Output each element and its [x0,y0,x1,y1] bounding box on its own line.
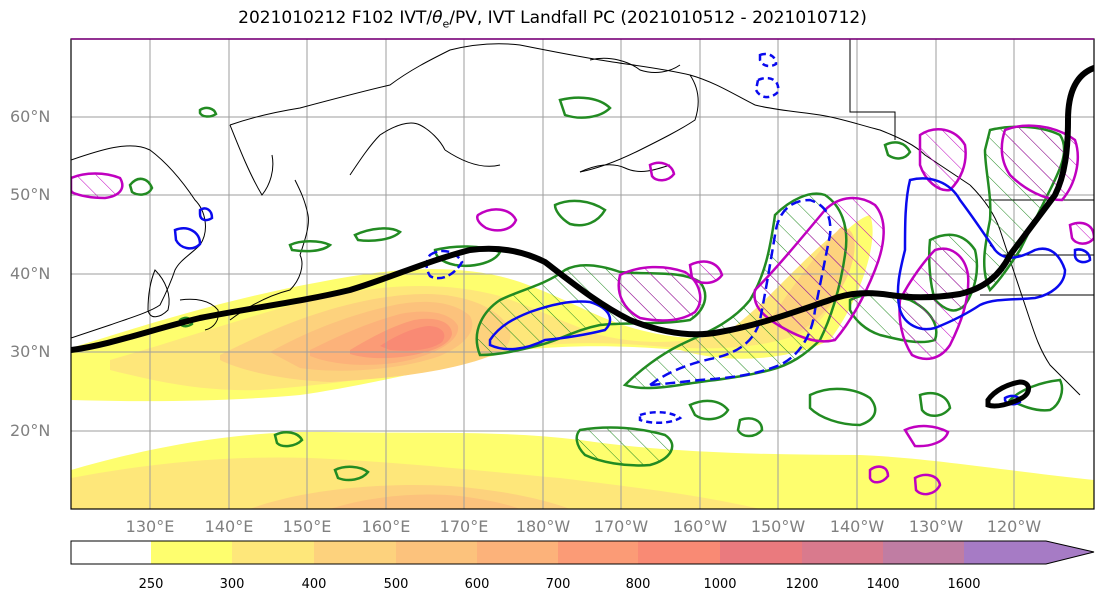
colorbar-tick-1000: 1000 [703,577,737,592]
lon-label-130w: 130°W [908,517,964,536]
colorbar-segment-4 [396,541,477,564]
colorbar-segment-2 [232,541,314,564]
colorbar-segment-7 [638,541,720,564]
lon-label-120w: 120°W [986,517,1042,536]
landfall-pc-line [71,65,1094,409]
colorbar-segment-8 [720,541,802,564]
colorbar-segment-3 [314,541,396,564]
coastlines [71,39,1094,396]
colorbar-tick-1200: 1200 [785,577,819,592]
colorbar-segment-6 [558,541,638,564]
colorbar-segment-5 [477,541,558,564]
lat-label-50n: 50°N [10,185,51,204]
lat-label-30n: 30°N [10,342,51,361]
lon-label-170e: 170°E [439,517,489,536]
lon-label-140e: 140°E [204,517,254,536]
colorbar-segment-9 [802,541,883,564]
colorbar-tick-600: 600 [464,577,490,592]
ivt-shading [71,215,1094,509]
colorbar-tick-800: 800 [625,577,651,592]
colorbar-tick-1400: 1400 [866,577,900,592]
colorbar-segment-10 [883,541,964,564]
colorbar-tick-250: 250 [138,577,164,592]
colorbar-segment-11 [964,541,1094,564]
lon-label-150e: 150°E [282,517,332,536]
colorbar-tick-500: 500 [383,577,409,592]
lon-label-180w: 180°W [515,517,571,536]
pv-contours [71,124,1094,496]
lon-label-160e: 160°E [361,517,411,536]
lon-label-170w: 170°W [593,517,649,536]
colorbar-tick-700: 700 [545,577,571,592]
colorbar-segment-1 [151,541,232,564]
lon-label-130e: 130°E [125,517,175,536]
map-title: 2021010212 F102 IVT/θe/PV, IVT Landfall … [238,8,867,31]
colorbar [70,540,1095,565]
lat-label-20n: 20°N [10,421,51,440]
colorbar-tick-400: 400 [301,577,327,592]
colorbar-tick-1600: 1600 [947,577,981,592]
lat-label-60n: 60°N [10,107,51,126]
lon-label-150w: 150°W [750,517,806,536]
lat-label-40n: 40°N [10,264,51,283]
colorbar-segment-0 [71,541,151,564]
lon-label-140w: 140°W [829,517,885,536]
lon-label-160w: 160°W [672,517,728,536]
colorbar-tick-300: 300 [219,577,245,592]
